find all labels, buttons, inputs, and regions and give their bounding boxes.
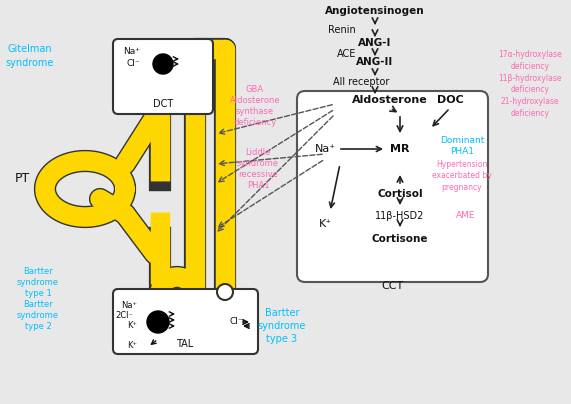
Text: Liddle
syndrome
recessive
PHA1: Liddle syndrome recessive PHA1: [237, 148, 279, 190]
Text: ANG-II: ANG-II: [356, 57, 393, 67]
Text: 17α-hydroxylase
deficiency
11β-hydroxylase
deficiency
21-hydroxylase
deficiency: 17α-hydroxylase deficiency 11β-hydroxyla…: [498, 50, 562, 118]
Circle shape: [147, 311, 169, 333]
FancyBboxPatch shape: [113, 289, 258, 354]
Text: Gitelman
syndrome: Gitelman syndrome: [6, 44, 54, 67]
Text: Bartter
syndrome
type 3: Bartter syndrome type 3: [258, 308, 306, 344]
Text: Renin: Renin: [328, 25, 356, 35]
Text: Cortisone: Cortisone: [372, 234, 428, 244]
Text: CCT: CCT: [381, 281, 403, 291]
Text: Cl⁻: Cl⁻: [126, 59, 140, 67]
Text: MR: MR: [390, 144, 410, 154]
FancyBboxPatch shape: [297, 91, 488, 282]
Text: Hypertension
exacerbated by
pregnancy: Hypertension exacerbated by pregnancy: [432, 160, 492, 191]
Text: K⁺: K⁺: [127, 341, 137, 351]
Text: Aldosterone: Aldosterone: [352, 95, 428, 105]
Text: All receptor: All receptor: [333, 77, 389, 87]
Text: Cortisol: Cortisol: [377, 189, 423, 199]
Circle shape: [153, 54, 173, 74]
Text: ACE: ACE: [337, 49, 356, 59]
Text: AME: AME: [456, 212, 476, 221]
Text: ANG-I: ANG-I: [359, 38, 392, 48]
FancyBboxPatch shape: [113, 39, 213, 114]
Text: Na⁺: Na⁺: [121, 301, 137, 311]
Text: K⁺: K⁺: [319, 219, 332, 229]
Text: PT: PT: [14, 173, 30, 185]
Text: Bartter
syndrome
type 1
Bartter
syndrome
type 2: Bartter syndrome type 1 Bartter syndrome…: [17, 267, 59, 331]
Text: Dominant
PHA1: Dominant PHA1: [440, 136, 484, 156]
Text: Cl⁻: Cl⁻: [230, 318, 244, 326]
Text: TAL: TAL: [176, 339, 194, 349]
Text: Na⁺: Na⁺: [123, 48, 140, 57]
Text: Angiotensinogen: Angiotensinogen: [325, 6, 425, 16]
Circle shape: [217, 284, 233, 300]
Text: Na⁺: Na⁺: [315, 144, 336, 154]
Text: K⁺: K⁺: [127, 322, 137, 330]
Text: GBA
Aldosterone
synthase
deficiency: GBA Aldosterone synthase deficiency: [230, 85, 280, 127]
Text: 2Cl⁻: 2Cl⁻: [115, 311, 133, 320]
Text: 11β-HSD2: 11β-HSD2: [375, 211, 425, 221]
Text: DOC: DOC: [437, 95, 464, 105]
Text: DCT: DCT: [153, 99, 173, 109]
